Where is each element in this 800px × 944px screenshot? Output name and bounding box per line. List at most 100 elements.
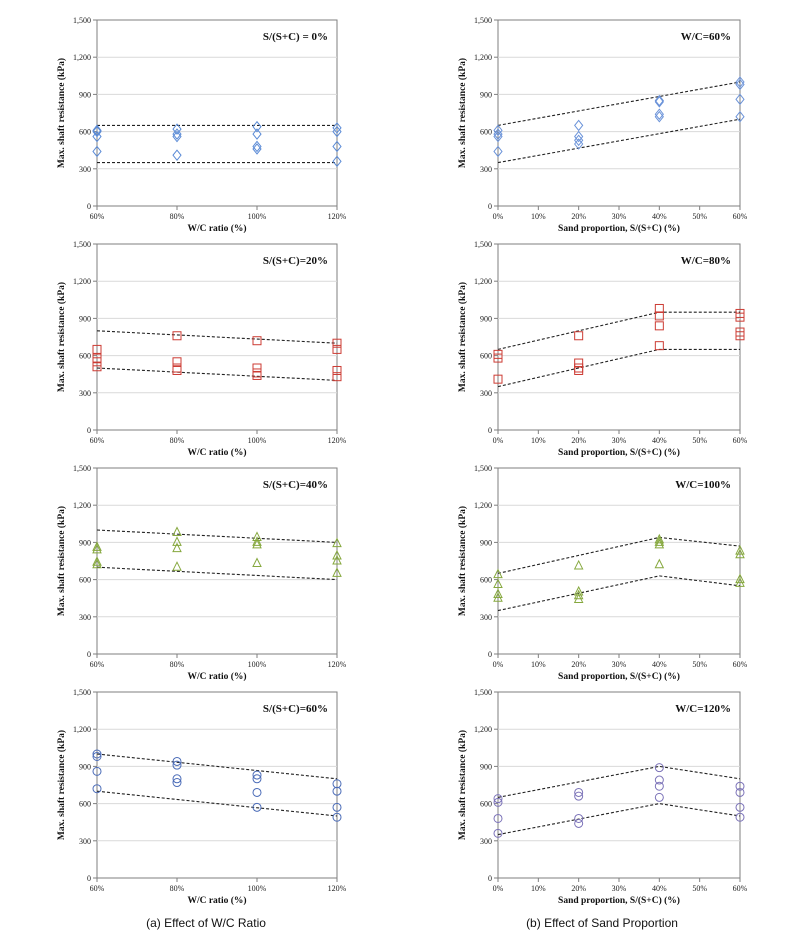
y-tick-label: 1,500 (73, 688, 91, 697)
y-tick-label: 1,200 (73, 501, 91, 510)
chart-panel-a3: 0 300 600 900 1,200 1,500 60% 80% 100% 120% W/C ra… (56, 464, 347, 682)
data-point (172, 365, 182, 375)
data-point (332, 554, 342, 565)
x-tick-label: 100% (248, 660, 267, 669)
x-tick-label: 0% (493, 436, 504, 445)
data-point (735, 331, 745, 341)
x-axis-label: W/C ratio (%) (187, 447, 246, 458)
y-axis-label: Max. shaft resistance (kPa) (457, 506, 468, 616)
data-point (332, 786, 342, 796)
data-point (654, 558, 665, 569)
y-tick-label: 900 (480, 314, 492, 323)
upper-bound-line (497, 765, 741, 798)
y-tick-label: 1,500 (73, 16, 91, 25)
x-axis-label: Sand proportion, S/(S+C) (%) (558, 447, 680, 458)
y-tick-label: 0 (488, 650, 492, 659)
data-point (735, 781, 745, 791)
data-point (172, 756, 182, 766)
y-tick-label: 900 (480, 762, 492, 771)
x-tick-label: 60% (90, 884, 105, 893)
plot-frame (96, 467, 338, 655)
y-tick-label: 1,500 (474, 240, 492, 249)
x-tick-label: 20% (571, 884, 586, 893)
y-tick-label: 0 (87, 874, 91, 883)
y-tick-label: 1,200 (73, 277, 91, 286)
y-axis-label: Max. shaft resistance (kPa) (56, 506, 67, 616)
data-point (654, 341, 664, 351)
data-point (172, 536, 182, 546)
plot-frame (96, 243, 338, 431)
chart-panel-b3: 0 300 600 900 1,200 1,500 0% 10% 20% 30% 40% 50% 60%… (457, 464, 748, 682)
data-point (574, 358, 584, 368)
upper-bound-line (497, 81, 741, 126)
data-point (735, 93, 745, 106)
y-tick-label: 600 (480, 800, 492, 809)
y-axis-label: Max. shaft resistance (kPa) (457, 58, 468, 168)
plot-frame (96, 691, 338, 879)
x-tick-label: 10% (531, 884, 546, 893)
y-tick-label: 1,500 (474, 688, 492, 697)
data-point (493, 353, 503, 363)
chart-title: S/(S+C)=60% (263, 703, 328, 715)
caption-right: (b) Effect of Sand Proportion (526, 916, 678, 930)
x-tick-label: 60% (733, 884, 748, 893)
data-point (332, 122, 342, 134)
y-tick-label: 600 (480, 128, 492, 137)
data-point (654, 781, 664, 791)
plot-frame (497, 467, 741, 655)
data-point (735, 812, 745, 822)
data-point (654, 311, 664, 321)
data-point (332, 549, 342, 560)
y-tick-label: 300 (480, 837, 492, 846)
data-point (654, 792, 664, 802)
y-axis-label: Max. shaft resistance (kPa) (457, 282, 468, 392)
chart-panel-b1: 0 300 600 900 1,200 1,500 0% 10% 20% 30% 40% 50% 60%… (457, 16, 748, 234)
x-tick-label: 10% (531, 436, 546, 445)
x-tick-label: 50% (692, 884, 707, 893)
y-tick-label: 300 (79, 613, 91, 622)
y-tick-label: 1,500 (474, 464, 492, 473)
x-tick-label: 40% (652, 884, 667, 893)
x-axis-label: Sand proportion, S/(S+C) (%) (558, 671, 680, 682)
y-tick-label: 0 (87, 426, 91, 435)
data-point (493, 130, 503, 143)
y-tick-label: 1,200 (73, 725, 91, 734)
data-point (493, 124, 503, 137)
data-point (92, 558, 102, 569)
lower-bound-line (497, 575, 741, 612)
chart-panel-a4: 0 300 600 900 1,200 1,500 60% 80% 100% 120% W/C ra… (56, 688, 347, 906)
data-point (574, 791, 584, 801)
y-tick-label: 1,500 (474, 16, 492, 25)
data-point (573, 559, 584, 570)
data-point (92, 556, 102, 566)
y-tick-label: 0 (488, 426, 492, 435)
x-axis-label: W/C ratio (%) (187, 895, 246, 906)
data-point (252, 536, 262, 546)
data-point (654, 110, 664, 123)
y-tick-label: 600 (79, 576, 91, 585)
x-tick-label: 40% (652, 212, 667, 221)
x-tick-label: 20% (571, 212, 586, 221)
data-point (573, 593, 584, 603)
data-point (252, 802, 262, 812)
x-tick-label: 100% (248, 436, 267, 445)
data-point (493, 145, 503, 158)
data-point (92, 784, 102, 794)
y-tick-label: 1,500 (73, 240, 91, 249)
data-point (574, 818, 584, 828)
chart-panel-b2: 0 300 600 900 1,200 1,500 0% 10% 20% 30% 40% 50% 60%… (457, 240, 748, 458)
data-point (654, 321, 664, 331)
data-point (735, 573, 745, 584)
data-point (493, 568, 503, 579)
data-point (735, 76, 745, 88)
data-point (252, 557, 262, 567)
data-point (493, 813, 503, 823)
chart-panel-a1: 0 300 600 900 1,200 1,500 60% 80% 100% 120% W/C ra… (56, 16, 347, 234)
data-point (493, 592, 503, 602)
x-tick-label: 0% (493, 884, 504, 893)
data-point (332, 812, 342, 822)
lower-bound-line (497, 803, 741, 836)
data-point (493, 374, 503, 384)
data-point (735, 312, 745, 322)
